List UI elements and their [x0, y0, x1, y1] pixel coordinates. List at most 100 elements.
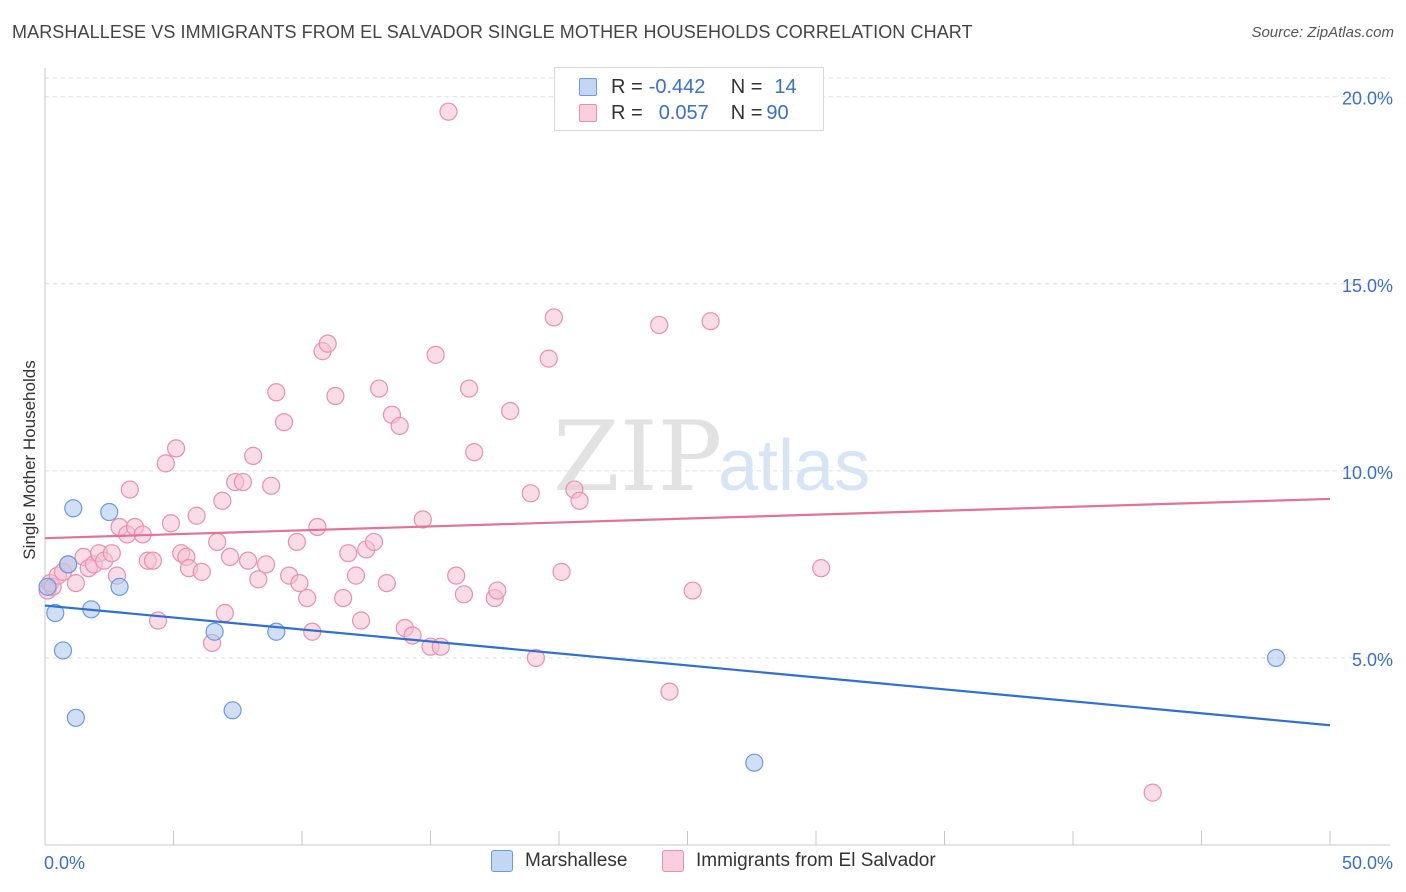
- el-salvador-point: [192, 562, 211, 581]
- el-salvador-point: [308, 517, 327, 537]
- pink-series-points: [38, 102, 1162, 802]
- legend-r-label: R =: [611, 101, 643, 124]
- el-salvador-point: [426, 345, 445, 364]
- marshallese-point: [64, 499, 83, 518]
- legend-item-el-salvador[interactable]: Immigrants from El Salvador: [662, 850, 936, 872]
- el-salvador-point: [683, 581, 702, 600]
- marshallese-point: [38, 577, 57, 596]
- el-salvador-point: [326, 386, 345, 406]
- el-salvador-point: [187, 506, 206, 525]
- marshallese-point: [223, 701, 242, 720]
- marshallese-point: [110, 577, 129, 596]
- el-salvador-point: [488, 581, 507, 600]
- tick-labels: 5.0% 10.0% 15.0% 20.0% 0.0% 50.0%: [44, 89, 1393, 873]
- marshallese-point: [53, 641, 73, 660]
- legend-item-marshallese[interactable]: Marshallese: [491, 850, 627, 872]
- legend-swatch-pink: [579, 104, 597, 122]
- el-salvador-point: [262, 476, 281, 495]
- el-salvador-point: [215, 603, 234, 623]
- marshallese-point: [66, 708, 85, 727]
- marshallese-trend-line: [44, 604, 1331, 727]
- el-salvador-point: [526, 648, 545, 668]
- el-salvador-point: [318, 334, 337, 353]
- el-salvador-point: [274, 413, 294, 432]
- marshallese-point: [59, 555, 78, 574]
- el-salvador-point: [1143, 783, 1162, 802]
- el-salvador-point: [352, 611, 371, 630]
- legend-row-el-salvador: R = 0.057 N = 90: [579, 101, 789, 125]
- legend-n-label: N =: [730, 101, 763, 124]
- legend-r-label: R =: [611, 75, 643, 98]
- legend-label-el-salvador: Immigrants from El Salvador: [696, 850, 936, 871]
- stats-legend: R = -0.442 N = 14 R = 0.057 N = 90: [554, 67, 824, 131]
- chart-title: MARSHALLESE VS IMMIGRANTS FROM EL SALVAD…: [12, 22, 973, 42]
- el-salvador-point: [539, 349, 558, 368]
- el-salvador-point: [102, 544, 121, 563]
- el-salvador-trend-line: [44, 497, 1331, 540]
- el-salvador-point: [290, 573, 309, 593]
- el-salvador-point: [370, 379, 389, 398]
- el-salvador-point: [120, 480, 139, 499]
- el-salvador-point: [439, 102, 458, 121]
- el-salvador-point: [156, 454, 175, 473]
- el-salvador-point: [66, 573, 85, 593]
- legend-swatch-blue: [579, 78, 597, 96]
- el-salvador-point: [339, 544, 358, 563]
- legend-swatch-pink: [662, 850, 684, 872]
- el-salvador-point: [431, 637, 450, 656]
- el-salvador-point: [501, 401, 520, 421]
- blue-series-points: [38, 499, 1286, 772]
- el-salvador-point: [346, 566, 366, 585]
- el-salvador-point: [287, 532, 306, 552]
- el-salvador-point: [364, 532, 384, 552]
- y-tick-label: 10.0%: [1342, 463, 1393, 483]
- el-salvador-point: [377, 573, 396, 593]
- el-salvador-point: [161, 514, 181, 533]
- legend-label-marshallese: Marshallese: [525, 850, 628, 871]
- el-salvador-point: [552, 562, 571, 581]
- marshallese-point: [100, 502, 119, 522]
- x-tick-label: 0.0%: [44, 853, 85, 873]
- el-salvador-point: [447, 566, 466, 585]
- marshallese-point: [46, 603, 65, 623]
- source-label: Source: ZipAtlas.com: [1251, 24, 1394, 41]
- watermark-atlas: atlas: [718, 426, 870, 506]
- el-salvador-point: [213, 491, 232, 510]
- el-salvador-point: [334, 588, 353, 608]
- el-salvador-point: [570, 491, 589, 510]
- x-tick-label: 50.0%: [1342, 853, 1393, 873]
- el-salvador-point: [220, 547, 240, 567]
- y-tick-label: 5.0%: [1352, 650, 1393, 670]
- el-salvador-point: [143, 551, 163, 570]
- legend-row-marshallese: R = -0.442 N = 14: [579, 75, 797, 99]
- legend-n-label: N =: [730, 75, 763, 98]
- el-salvador-point: [413, 510, 432, 529]
- el-salvador-point: [298, 588, 317, 608]
- marshallese-point: [745, 753, 764, 772]
- el-salvador-point: [465, 443, 484, 462]
- el-salvador-point: [521, 484, 540, 503]
- el-salvador-point: [650, 315, 669, 335]
- watermark: ZIP atlas: [553, 401, 870, 513]
- el-salvador-point: [238, 551, 258, 570]
- el-salvador-point: [233, 472, 252, 492]
- y-tick-label: 15.0%: [1342, 276, 1393, 296]
- y-tick-label: 20.0%: [1342, 89, 1393, 109]
- legend-r-value: 0.057: [658, 101, 709, 124]
- el-salvador-point: [249, 570, 268, 589]
- series-legend: Marshallese Immigrants from El Salvador: [0, 850, 1406, 878]
- legend-n-value: 90: [766, 101, 789, 124]
- legend-n-value: 14: [774, 75, 797, 98]
- el-salvador-point: [166, 439, 186, 458]
- marshallese-point: [1266, 648, 1286, 668]
- el-salvador-point: [454, 585, 474, 604]
- el-salvador-point: [267, 383, 286, 402]
- el-salvador-point: [701, 312, 720, 331]
- el-salvador-point: [208, 532, 227, 552]
- el-salvador-point: [256, 555, 276, 574]
- el-salvador-point: [660, 682, 679, 701]
- el-salvador-point: [544, 308, 563, 327]
- el-salvador-point: [244, 446, 263, 465]
- trend-lines: [44, 497, 1331, 727]
